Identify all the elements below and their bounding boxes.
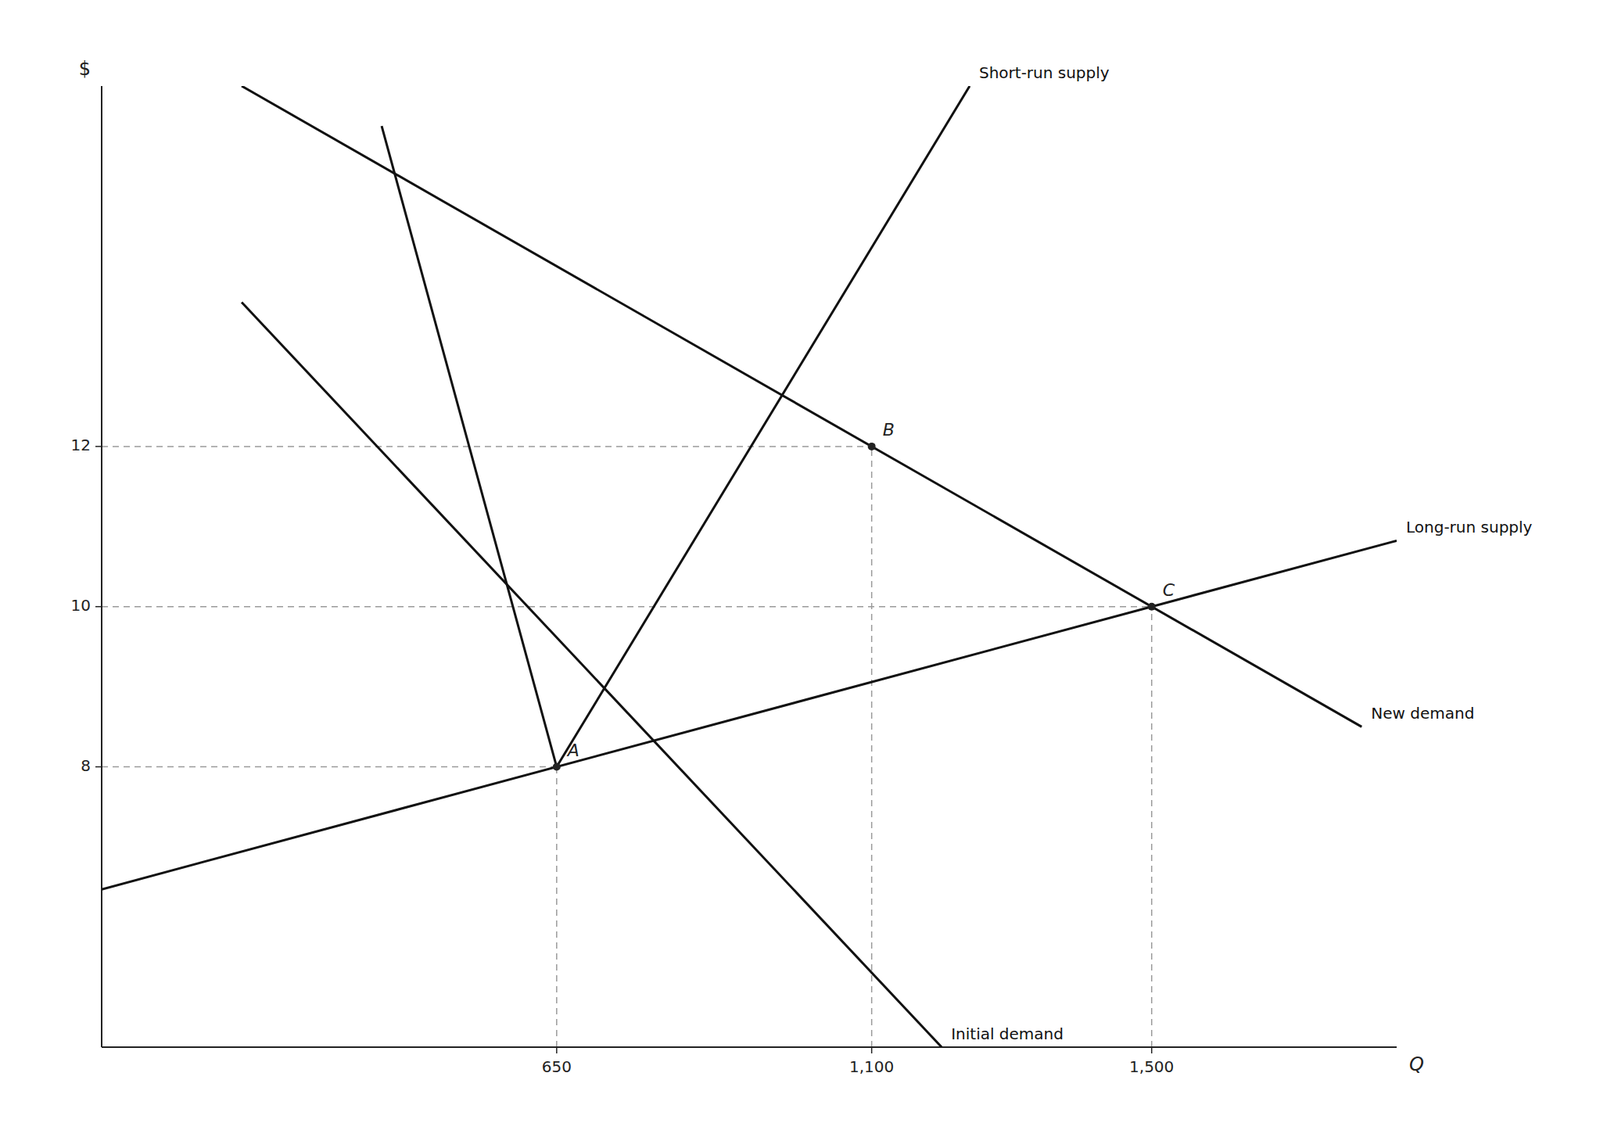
x-tick-label: 650 <box>541 1057 572 1077</box>
drop-line-horizontal <box>101 606 1152 608</box>
x-axis-label: Q <box>1409 1053 1425 1076</box>
point-label: A <box>566 740 580 761</box>
x-tick-label: 1,500 <box>1129 1057 1174 1077</box>
y-tick-label: 8 <box>80 756 91 775</box>
x-tick-label: 1,100 <box>849 1057 894 1077</box>
y-axis-label: $ <box>78 57 91 80</box>
y-tick <box>95 606 102 608</box>
series-line <box>101 540 1397 890</box>
point-marker <box>1147 602 1156 611</box>
x-tick <box>1151 1047 1153 1054</box>
y-tick-label: 12 <box>71 435 91 455</box>
series-label: Initial demand <box>950 1024 1064 1044</box>
point-label: C <box>1162 580 1176 600</box>
point-label: B <box>882 419 895 440</box>
series-label: Short-run supply <box>979 63 1110 83</box>
chart-container: 8 10 12 650 1,100 1,500 $ Q Initial demand New de… <box>0 0 1600 1141</box>
y-tick-label: 10 <box>71 595 91 615</box>
drop-line-vertical <box>556 767 558 1048</box>
series-label: New demand <box>1370 703 1475 723</box>
drop-line-vertical <box>1151 606 1153 1048</box>
y-tick <box>95 445 102 448</box>
y-axis-line <box>100 86 103 1048</box>
series-line <box>241 302 942 1048</box>
chart-svg: 8 10 12 650 1,100 1,500 $ Q Initial demand New de… <box>0 0 1600 1141</box>
drop-line-horizontal <box>101 445 872 448</box>
drop-line-horizontal <box>101 766 557 768</box>
series-line <box>241 86 1362 727</box>
x-tick <box>871 1047 873 1054</box>
point-marker <box>552 763 561 772</box>
x-tick <box>556 1047 558 1054</box>
series-lines <box>101 86 1397 1048</box>
series-line <box>381 86 970 768</box>
series-label: Long-run supply <box>1406 517 1533 537</box>
point-marker <box>868 442 876 451</box>
drop-line-vertical <box>871 446 873 1048</box>
x-axis-line <box>101 1046 1397 1048</box>
y-tick <box>95 766 102 768</box>
